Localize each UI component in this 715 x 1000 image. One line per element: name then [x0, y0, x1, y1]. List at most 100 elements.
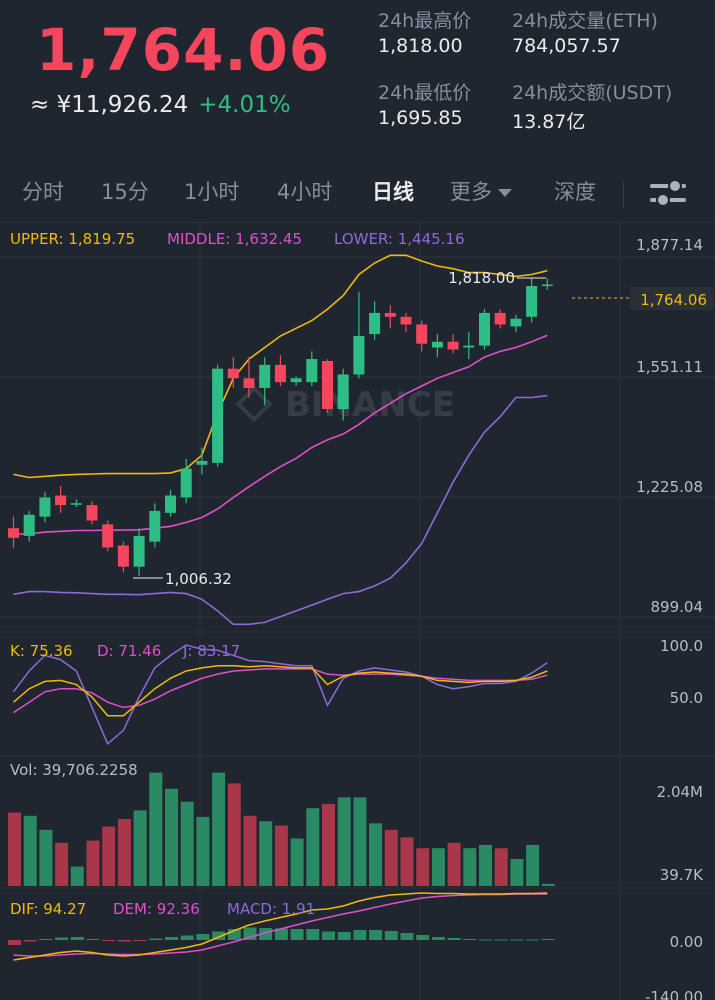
tab-1d[interactable]: 日线	[372, 180, 414, 204]
stat-turnover-value: 13.87亿	[512, 111, 586, 133]
tab-divider	[623, 182, 624, 208]
caret-down-icon	[498, 189, 512, 197]
volume-bar	[243, 815, 257, 886]
macd-dif-label: DIF: 94.27	[10, 900, 86, 918]
price-axis-label: 1,877.14	[636, 236, 703, 254]
volume-bar	[39, 829, 53, 886]
price-axis-label: 899.04	[651, 598, 704, 616]
macd-histogram-bar	[463, 939, 477, 940]
candle-body	[369, 312, 381, 335]
tab-more[interactable]: 更多	[450, 176, 512, 206]
volume-bar	[526, 844, 540, 886]
stat-volume-label: 24h成交量(ETH)	[512, 10, 658, 32]
volume-bar	[447, 842, 461, 886]
volume-bar	[290, 838, 304, 886]
macd-histogram-bar	[212, 931, 226, 940]
macd-histogram-bar	[337, 932, 351, 940]
kdj-axis-label: 100.0	[660, 637, 703, 655]
cny-price-row: ≈ ¥11,926.24 +4.01%	[30, 92, 291, 118]
indicator-settings-icon[interactable]	[650, 178, 686, 210]
candle-body	[102, 524, 114, 548]
volume-bar	[149, 772, 163, 886]
interval-tabs: 分时 15分 1小时 4小时 日线 更多 深度	[0, 176, 715, 216]
macd-histogram-bar	[39, 939, 53, 940]
candle-body	[180, 468, 192, 498]
candle-body	[86, 505, 98, 521]
volume-bar	[337, 797, 351, 886]
macd-histogram-bar	[180, 935, 194, 940]
volume-bar	[479, 844, 492, 886]
binance-logo-icon	[235, 385, 273, 423]
tab-depth[interactable]: 深度	[554, 180, 596, 204]
candle-body	[23, 514, 35, 536]
volume-bar	[463, 848, 477, 886]
tab-time[interactable]: 分时	[22, 180, 64, 204]
macd-histogram-bar	[149, 938, 163, 940]
candle-body	[165, 495, 176, 513]
macd-histogram-bar	[8, 940, 21, 945]
volume-bar	[70, 866, 84, 886]
macd-histogram-bar	[400, 933, 414, 940]
candle-body	[117, 545, 129, 567]
volume-axis-label: 39.7K	[660, 866, 704, 884]
current-price-tag: 1,764.06	[640, 291, 707, 309]
boll-middle-label: MIDDLE: 1,632.45	[167, 230, 302, 248]
candle-body	[322, 360, 333, 410]
main-chart-layer	[8, 254, 555, 961]
kdj-axis-label: 50.0	[670, 689, 703, 707]
volume-bar	[8, 812, 21, 886]
candle-body	[227, 368, 239, 379]
macd-histogram-bar	[259, 928, 273, 940]
stat-high-label: 24h最高价	[378, 10, 472, 32]
macd-histogram-bar	[384, 931, 398, 940]
candle-body	[259, 364, 271, 388]
volume-bar	[369, 823, 383, 886]
macd-histogram-bar	[70, 937, 84, 940]
macd-dem-label: DEM: 92.36	[113, 900, 200, 918]
macd-histogram-bar	[479, 939, 492, 941]
kdj-d-label: D: 71.46	[97, 642, 161, 660]
candle-body	[70, 503, 82, 505]
tab-more-label: 更多	[450, 180, 492, 204]
volume-bar	[400, 837, 414, 886]
low-price-marker: 1,006.32	[165, 570, 232, 588]
candle-body	[463, 345, 475, 348]
candle-body	[290, 378, 302, 383]
tab-4h[interactable]: 4小时	[277, 180, 333, 204]
volume-bar	[510, 859, 524, 886]
volume-bar	[23, 815, 37, 886]
volume-bar	[165, 788, 178, 886]
volume-bar	[86, 840, 100, 886]
tab-1h[interactable]: 1小时	[184, 180, 240, 204]
boll-upper-label: UPPER: 1,819.75	[10, 230, 135, 248]
volume-bar	[353, 797, 367, 886]
macd-histogram-bar	[416, 935, 430, 940]
macd-histogram-bar	[165, 937, 178, 940]
stat-low-value: 1,695.85	[378, 107, 463, 129]
tab-15m[interactable]: 15分	[101, 180, 149, 204]
divider-line	[0, 222, 715, 223]
macd-axis-label: 0.00	[670, 933, 703, 951]
candle-body	[133, 535, 145, 567]
candle-body	[541, 284, 553, 287]
macd-histogram-bar	[133, 940, 147, 941]
volume-bar	[55, 842, 69, 886]
candle-body	[526, 286, 538, 317]
candle-body	[243, 378, 255, 388]
candle-body	[212, 368, 224, 463]
high-price-marker: 1,818.00	[448, 269, 515, 287]
macd-histogram-bar	[86, 939, 100, 940]
stat-turnover-label: 24h成交额(USDT)	[512, 82, 673, 104]
volume-bar	[541, 883, 555, 886]
macd-axis-label: -140.00	[645, 988, 703, 1000]
cny-price: ≈ ¥11,926.24	[30, 92, 189, 118]
price-axis-label: 1,225.08	[636, 478, 703, 496]
volume-bar	[306, 808, 320, 886]
macd-histogram-bar	[353, 930, 367, 940]
candle-body	[510, 318, 522, 327]
candle-body	[353, 336, 365, 375]
volume-bar	[259, 821, 273, 886]
kdj-k-line	[13, 665, 548, 717]
candle-body	[8, 528, 19, 538]
